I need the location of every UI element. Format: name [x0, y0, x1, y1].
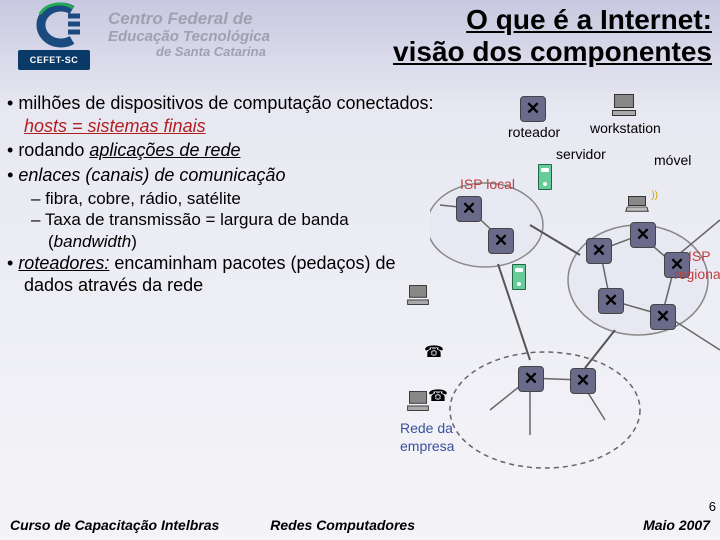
- phone-icon: ☎: [424, 342, 444, 358]
- bullet-apps: rodando aplicações de rede: [4, 139, 434, 162]
- bullet-list: milhões de dispositivos de computação co…: [4, 92, 434, 299]
- label-mobile: móvel: [654, 152, 691, 168]
- label-company-b: empresa: [400, 438, 454, 454]
- footer-center: Redes Computadores: [270, 517, 415, 533]
- footer-right: Maio 2007: [643, 517, 710, 533]
- workstation-node: [407, 391, 429, 411]
- bullet-hosts: milhões de dispositivos de computação co…: [4, 92, 434, 137]
- label-isp-regional-b: regional: [674, 266, 720, 282]
- label-isp-local: ISP local: [460, 176, 515, 192]
- slide-footer: Curso de Capacitação Intelbras Redes Com…: [0, 514, 720, 536]
- bullet-links: enlaces (canais) de comunicação: [4, 164, 434, 187]
- router-node: ✕: [586, 238, 612, 264]
- title-line1: O que é a Internet:: [393, 4, 712, 36]
- label-router: roteador: [508, 124, 560, 140]
- router-node: ✕: [488, 228, 514, 254]
- mobile-icon: )): [626, 196, 648, 212]
- router-node: ✕: [650, 304, 676, 330]
- label-company-a: Rede da: [400, 420, 453, 436]
- logo-code: CEFET-SC: [18, 50, 90, 70]
- slide-title: O que é a Internet: visão dos componente…: [393, 4, 712, 68]
- title-line2: visão dos componentes: [393, 36, 712, 68]
- phone-icon: ☎: [428, 386, 448, 402]
- workstation-node: [407, 285, 429, 305]
- label-isp-regional-a: ISP: [688, 248, 711, 264]
- bullet-media: fibra, cobre, rádio, satélite: [4, 188, 434, 209]
- network-diagram: ✕ roteador workstation servidor )) móvel…: [430, 90, 720, 490]
- inst-line1: Centro Federal de: [108, 10, 270, 29]
- workstation-icon: [612, 94, 636, 116]
- page-number: 6: [709, 499, 716, 514]
- inst-line2: Educação Tecnológica: [108, 29, 270, 46]
- server-node: [512, 264, 526, 290]
- label-server: servidor: [556, 146, 606, 162]
- footer-left: Curso de Capacitação Intelbras: [10, 517, 219, 533]
- router-node: ✕: [598, 288, 624, 314]
- label-workstation: workstation: [590, 120, 661, 136]
- term-hosts: hosts = sistemas finais: [24, 116, 206, 136]
- bullet-routers: roteadores: encaminham pacotes (pedaços)…: [4, 252, 434, 297]
- institution-name: Centro Federal de Educação Tecnológica d…: [108, 10, 270, 59]
- institution-logo: CEFET-SC: [6, 2, 102, 90]
- router-node: ✕: [518, 366, 544, 392]
- bullet-bandwidth: Taxa de transmissão = largura de banda (…: [4, 209, 434, 252]
- router-node: ✕: [630, 222, 656, 248]
- inst-line3: de Santa Catarina: [108, 45, 270, 59]
- slide-header: CEFET-SC Centro Federal de Educação Tecn…: [0, 0, 720, 78]
- server-icon: [538, 164, 552, 190]
- router-node: ✕: [456, 196, 482, 222]
- router-icon: ✕: [520, 96, 546, 122]
- router-node: ✕: [570, 368, 596, 394]
